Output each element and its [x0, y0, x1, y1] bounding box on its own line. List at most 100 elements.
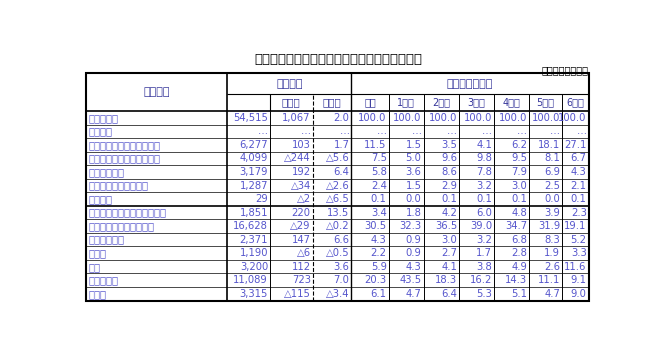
Text: 100.0: 100.0 — [429, 113, 457, 123]
Text: 授業料: 授業料 — [88, 126, 113, 136]
Text: △0.2: △0.2 — [326, 221, 350, 231]
Text: 3.5: 3.5 — [442, 140, 457, 150]
Text: 3.9: 3.9 — [544, 208, 560, 218]
Text: △244: △244 — [284, 153, 311, 164]
Text: その他の学校納付金: その他の学校納付金 — [88, 181, 148, 191]
Text: 18.3: 18.3 — [435, 275, 457, 285]
Text: 0.0: 0.0 — [406, 194, 422, 204]
Text: 31.9: 31.9 — [538, 221, 560, 231]
Text: 4.3: 4.3 — [371, 235, 387, 245]
Text: 11,089: 11,089 — [234, 275, 268, 285]
Text: 3.3: 3.3 — [571, 248, 587, 258]
Text: 7.5: 7.5 — [371, 153, 387, 164]
Text: 8.1: 8.1 — [544, 153, 560, 164]
Text: 3.4: 3.4 — [371, 208, 387, 218]
Text: 30.5: 30.5 — [364, 221, 387, 231]
Text: …: … — [482, 126, 492, 136]
Text: 192: 192 — [292, 167, 311, 177]
Text: 5.3: 5.3 — [477, 289, 492, 299]
Text: 5.1: 5.1 — [511, 289, 527, 299]
Text: 3.2: 3.2 — [477, 235, 492, 245]
Text: 学校教育費: 学校教育費 — [88, 113, 119, 123]
Text: 1.5: 1.5 — [405, 181, 422, 191]
Text: 100.0: 100.0 — [558, 113, 587, 123]
Text: 0.9: 0.9 — [406, 248, 422, 258]
Text: 4.3: 4.3 — [406, 262, 422, 272]
Text: 1.8: 1.8 — [406, 208, 422, 218]
Text: …: … — [577, 126, 587, 136]
Text: 教科外活動費: 教科外活動費 — [88, 235, 125, 245]
Text: 5.0: 5.0 — [406, 153, 422, 164]
Text: △6: △6 — [296, 248, 311, 258]
Text: 6.8: 6.8 — [511, 235, 527, 245]
Text: 1,287: 1,287 — [240, 181, 268, 191]
Text: その他: その他 — [88, 289, 107, 299]
Text: 5学年: 5学年 — [537, 98, 554, 108]
Text: 9.6: 9.6 — [442, 153, 457, 164]
Text: 4.7: 4.7 — [544, 289, 560, 299]
Text: 4学年: 4学年 — [502, 98, 520, 108]
Text: 4.8: 4.8 — [512, 208, 527, 218]
Text: 平均: 平均 — [364, 98, 376, 108]
Text: 3.0: 3.0 — [442, 235, 457, 245]
Text: 220: 220 — [292, 208, 311, 218]
Text: 100.0: 100.0 — [393, 113, 422, 123]
Text: 4.9: 4.9 — [511, 262, 527, 272]
Text: 伸び率: 伸び率 — [323, 98, 341, 108]
Text: 6.6: 6.6 — [333, 235, 350, 245]
Text: 100.0: 100.0 — [498, 113, 527, 123]
Text: 34.7: 34.7 — [505, 221, 527, 231]
Text: 1,190: 1,190 — [240, 248, 268, 258]
Text: ＰＴＡ会費: ＰＴＡ会費 — [88, 167, 125, 177]
Text: 3.6: 3.6 — [333, 262, 350, 272]
Text: 54,515: 54,515 — [233, 113, 268, 123]
Text: 16,628: 16,628 — [233, 221, 268, 231]
Text: 4,099: 4,099 — [240, 153, 268, 164]
Text: 9.8: 9.8 — [477, 153, 492, 164]
Text: 学用品・実験実習材料費: 学用品・実験実習材料費 — [88, 221, 154, 231]
Text: 32.3: 32.3 — [399, 221, 422, 231]
Text: 2,371: 2,371 — [240, 235, 268, 245]
Text: 100.0: 100.0 — [532, 113, 560, 123]
Text: △6.5: △6.5 — [326, 194, 350, 204]
Text: 43.5: 43.5 — [399, 275, 422, 285]
Text: 通学費: 通学費 — [88, 248, 107, 258]
Text: 1.7: 1.7 — [476, 248, 492, 258]
Text: 3,200: 3,200 — [240, 262, 268, 272]
Text: 4.1: 4.1 — [477, 140, 492, 150]
Text: △3.4: △3.4 — [326, 289, 350, 299]
Text: 6,277: 6,277 — [240, 140, 268, 150]
Text: 2.1: 2.1 — [571, 181, 587, 191]
Text: 0.1: 0.1 — [371, 194, 387, 204]
Text: 通学用品費: 通学用品費 — [88, 275, 119, 285]
Text: 区　　分: 区 分 — [144, 87, 170, 97]
Text: 1学年: 1学年 — [397, 98, 415, 108]
Text: 2.7: 2.7 — [442, 248, 457, 258]
Text: 7.8: 7.8 — [477, 167, 492, 177]
Text: 金　　額: 金 額 — [276, 79, 303, 89]
Text: 9.1: 9.1 — [571, 275, 587, 285]
Text: 0.1: 0.1 — [442, 194, 457, 204]
Text: …: … — [550, 126, 560, 136]
Text: 3.6: 3.6 — [406, 167, 422, 177]
Text: 1.5: 1.5 — [405, 140, 422, 150]
Text: 3,179: 3,179 — [240, 167, 268, 177]
Text: 6.0: 6.0 — [477, 208, 492, 218]
Text: 6.4: 6.4 — [333, 167, 350, 177]
Text: 16.2: 16.2 — [470, 275, 492, 285]
Text: 0.1: 0.1 — [477, 194, 492, 204]
Text: 112: 112 — [292, 262, 311, 272]
Text: 2.0: 2.0 — [333, 113, 350, 123]
Text: 4.2: 4.2 — [442, 208, 457, 218]
Text: 11.5: 11.5 — [364, 140, 387, 150]
Text: 0.1: 0.1 — [571, 194, 587, 204]
Text: 6.7: 6.7 — [571, 153, 587, 164]
Text: 0.0: 0.0 — [544, 194, 560, 204]
Text: 7.0: 7.0 — [333, 275, 350, 285]
Text: 11.1: 11.1 — [538, 275, 560, 285]
Text: 8.6: 8.6 — [442, 167, 457, 177]
Text: 5.9: 5.9 — [371, 262, 387, 272]
Text: …: … — [377, 126, 387, 136]
Text: 20.3: 20.3 — [364, 275, 387, 285]
Text: 5.2: 5.2 — [571, 235, 587, 245]
